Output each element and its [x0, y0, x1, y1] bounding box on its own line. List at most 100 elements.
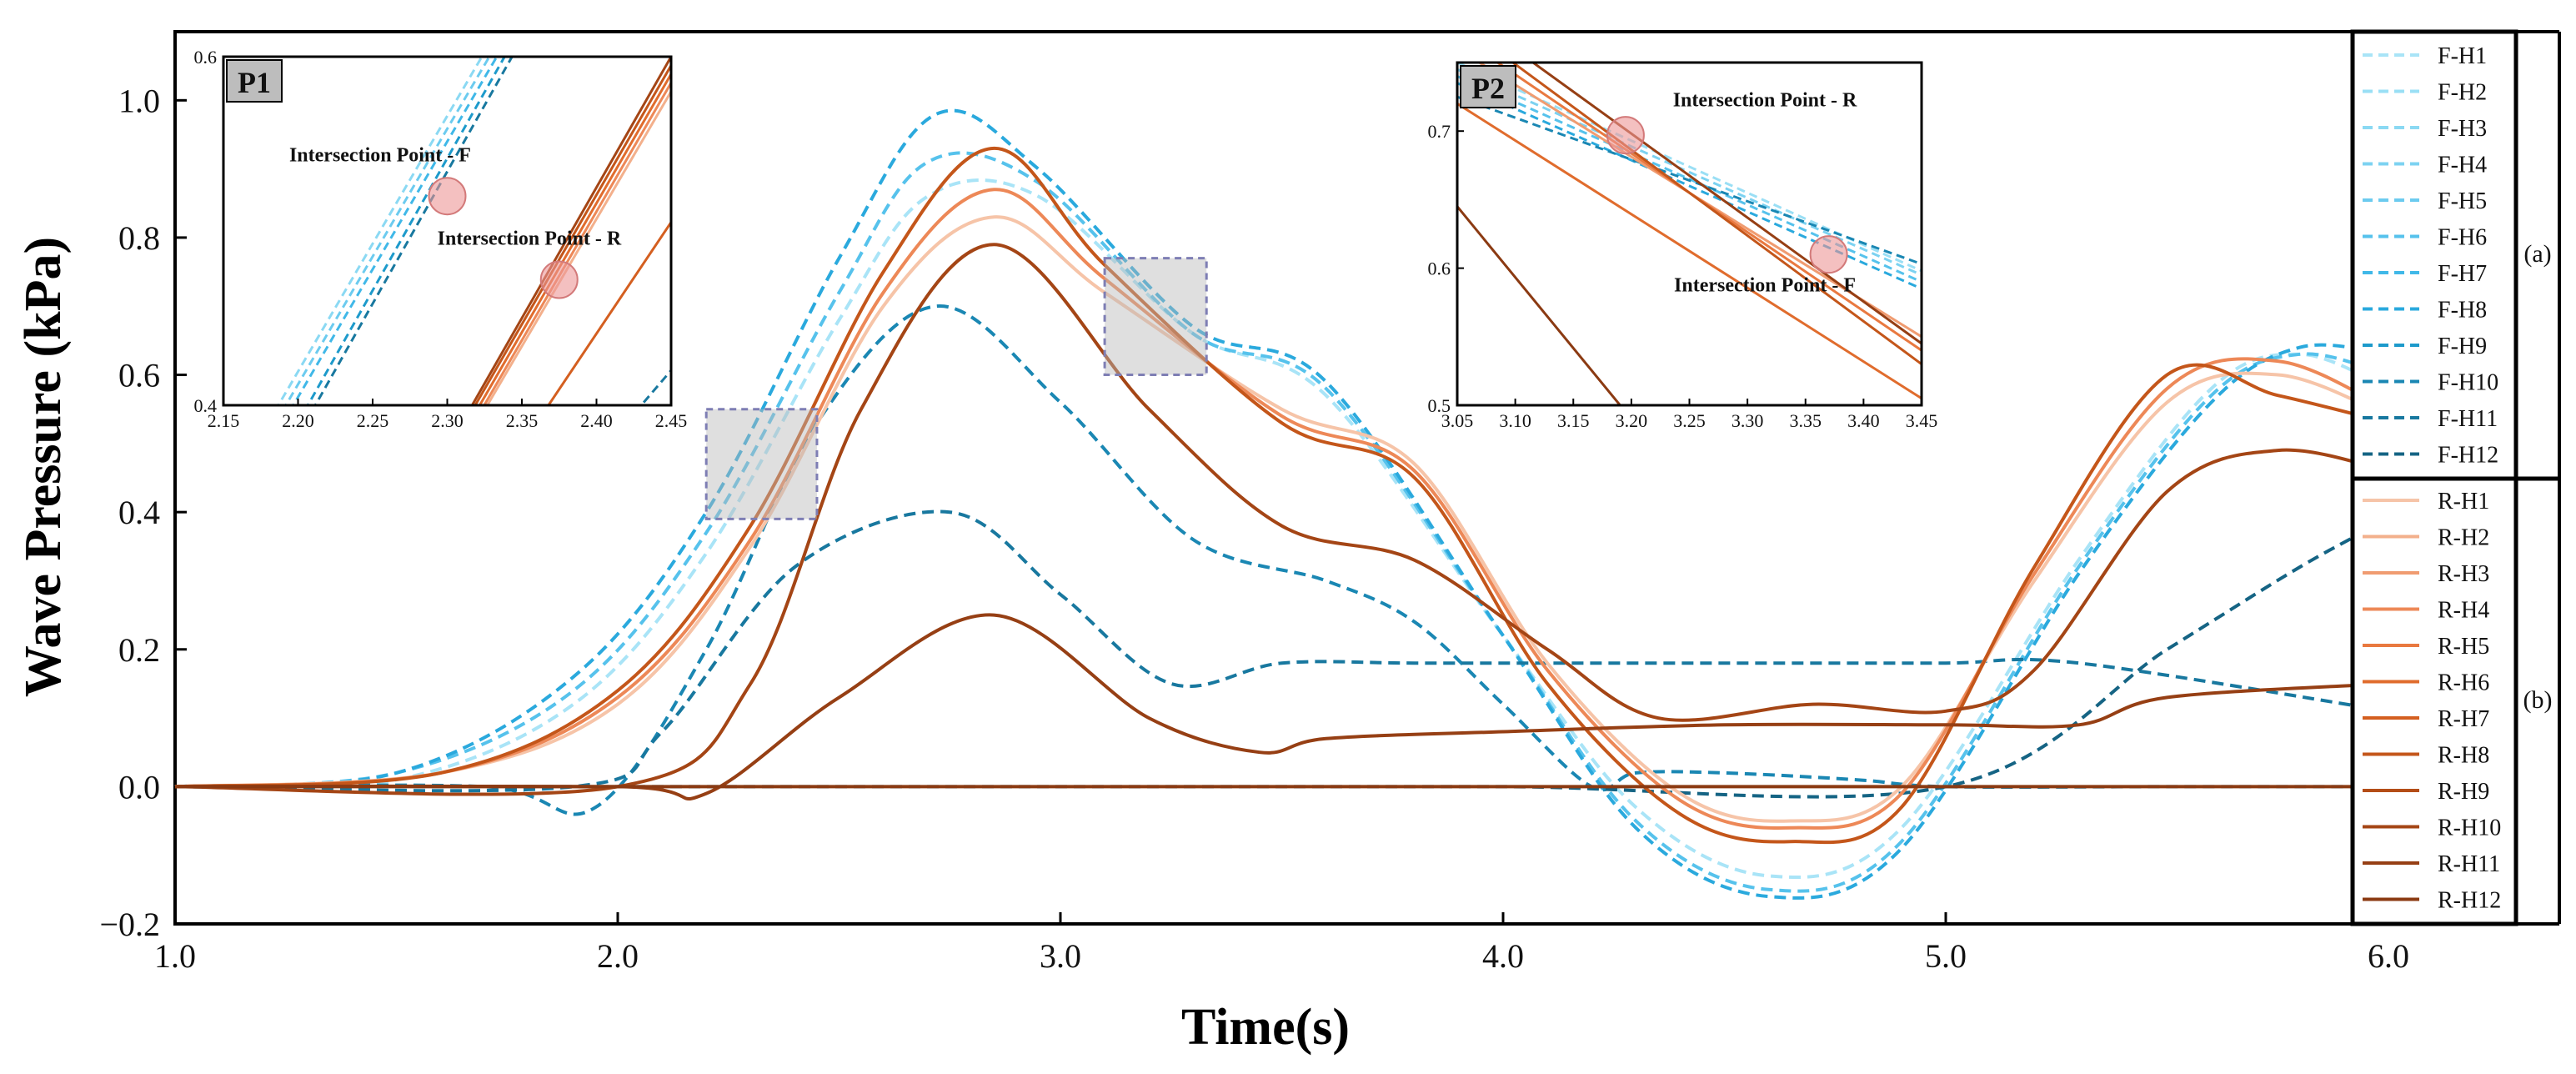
inset-label: P2	[1471, 72, 1505, 105]
series-line-f-h8	[174, 108, 2389, 900]
legend-entry-r-h7: R-H7	[2438, 706, 2489, 732]
legend-entry-r-h3: R-H3	[2438, 561, 2489, 587]
inset-f-line	[284, 57, 491, 405]
y-axis-title: Wave Pressure (kPa)	[15, 237, 72, 697]
inset-y-tick-label: 0.6	[1428, 258, 1451, 279]
legend-entry-f-h3: F-H3	[2438, 116, 2487, 142]
series-line-r-h10	[174, 243, 2389, 796]
inset-f-line	[277, 57, 484, 405]
inset-x-tick-label: 3.15	[1557, 410, 1590, 431]
inset-y-tick-label: 0.7	[1428, 121, 1451, 142]
y-tick-label: 0.6	[118, 357, 160, 394]
inset-x-tick-label: 3.25	[1673, 410, 1706, 431]
legend-entry-r-h11: R-H11	[2438, 851, 2500, 877]
inset-x-tick-label: 2.35	[506, 410, 539, 431]
y-tick-label: 0.4	[118, 494, 160, 531]
inset-x-tick-label: 2.20	[282, 410, 314, 431]
legend-entry-r-h9: R-H9	[2438, 779, 2489, 805]
series-line-r-h1	[174, 215, 2389, 823]
y-tick-label: 0.0	[118, 768, 160, 806]
legend-entry-r-h2: R-H2	[2438, 525, 2489, 551]
legend-entry-f-h11: F-H11	[2438, 406, 2498, 432]
inset-x-tick-label: 3.10	[1499, 410, 1531, 431]
legend-entry-f-h12: F-H12	[2438, 443, 2498, 469]
y-tick-label: −0.2	[99, 906, 160, 943]
legend-entry-f-h4: F-H4	[2438, 153, 2487, 178]
inset-r-line	[547, 221, 671, 405]
zoom-window-p2	[1103, 257, 1208, 377]
inset-f-line	[1457, 95, 1922, 266]
inset-r-line	[1511, 63, 1922, 365]
legend-entry-r-h10: R-H10	[2438, 816, 2501, 841]
inset-f-line	[1457, 75, 1922, 284]
inset-f-line	[306, 57, 506, 405]
inset-f-line	[292, 57, 499, 405]
legend-group-label: (a)	[2523, 240, 2551, 268]
legend-entry-r-h4: R-H4	[2438, 598, 2489, 624]
y-tick-label: 0.8	[118, 219, 160, 257]
x-tick-label: 5.0	[1925, 937, 1967, 975]
series-line-f-h1	[174, 178, 2389, 880]
y-tick-label: 0.2	[118, 631, 160, 669]
annotation-intersection-r: Intersection Point - R	[1673, 90, 1857, 112]
inset-y-tick-label: 0.4	[194, 395, 218, 416]
inset-x-tick-label: 2.45	[655, 410, 688, 431]
y-tick-label: 1.0	[118, 82, 160, 119]
series-line-f-h6	[174, 151, 2389, 893]
inset-f-line	[313, 57, 514, 405]
legend-entry-f-h7: F-H7	[2438, 261, 2487, 287]
inset-x-tick-label: 2.25	[357, 410, 389, 431]
inset-f-line	[1457, 82, 1922, 290]
series-line-r-h4	[174, 188, 2389, 831]
x-axis-title: Time(s)	[1181, 999, 1350, 1056]
inset-x-tick-label: 2.30	[431, 410, 464, 431]
inset-x-tick-label: 3.40	[1847, 410, 1880, 431]
inset-x-tick-label: 3.05	[1441, 410, 1474, 431]
legend-entry-f-h5: F-H5	[2438, 188, 2487, 214]
x-tick-label: 4.0	[1482, 937, 1524, 975]
legend-entry-r-h12: R-H12	[2438, 888, 2501, 914]
inset-f-line	[1457, 68, 1922, 277]
inset-x-tick-label: 3.45	[1906, 410, 1938, 431]
legend-entry-f-h6: F-H6	[2438, 225, 2487, 251]
legend-entry-r-h5: R-H5	[2438, 634, 2489, 660]
inset-r-line	[1457, 205, 1622, 405]
legend-entry-f-h1: F-H1	[2438, 43, 2487, 69]
inset-r-line	[474, 64, 671, 405]
series-line-r-h11	[174, 613, 2389, 801]
inset-r-line	[483, 82, 671, 405]
inset-background	[223, 57, 671, 405]
annotation-intersection-r: Intersection Point - R	[438, 228, 622, 250]
legend-group-label: (b)	[2523, 686, 2553, 714]
x-tick-label: 3.0	[1040, 937, 1081, 975]
series-line-r-h8	[174, 146, 2389, 845]
legend-entry-f-h10: F-H10	[2438, 370, 2498, 396]
x-tick-label: 2.0	[597, 937, 639, 975]
x-tick-label: 6.0	[2368, 937, 2409, 975]
inset-y-tick-label: 0.6	[194, 47, 218, 68]
zoom-window-p1	[704, 408, 819, 520]
inset-f-line	[639, 368, 671, 405]
inset-label: P1	[238, 66, 271, 99]
annotation-intersection-f: Intersection Point - F	[289, 144, 471, 166]
intersection-marker	[539, 260, 579, 299]
legend-entry-r-h6: R-H6	[2438, 670, 2489, 696]
inset-r-line	[470, 57, 671, 405]
legend-entry-f-h8: F-H8	[2438, 298, 2487, 324]
legend-entry-f-h9: F-H9	[2438, 334, 2487, 359]
intersection-marker	[1809, 235, 1848, 274]
inset-r-line	[1457, 103, 1922, 400]
inset-x-tick-label: 3.35	[1790, 410, 1822, 431]
inset-r-line	[485, 91, 671, 405]
inset-r-line	[478, 73, 671, 405]
inset-label-box	[226, 59, 283, 103]
inset-y-tick-label: 0.5	[1428, 395, 1451, 416]
inset-x-tick-label: 3.20	[1616, 410, 1648, 431]
legend-entry-r-h8: R-H8	[2438, 743, 2489, 769]
inset-x-tick-label: 3.30	[1732, 410, 1764, 431]
inset-label-box	[1460, 65, 1516, 108]
legend-entry-f-h2: F-H2	[2438, 80, 2487, 106]
x-tick-label: 1.0	[154, 937, 196, 975]
intersection-marker	[428, 177, 467, 216]
